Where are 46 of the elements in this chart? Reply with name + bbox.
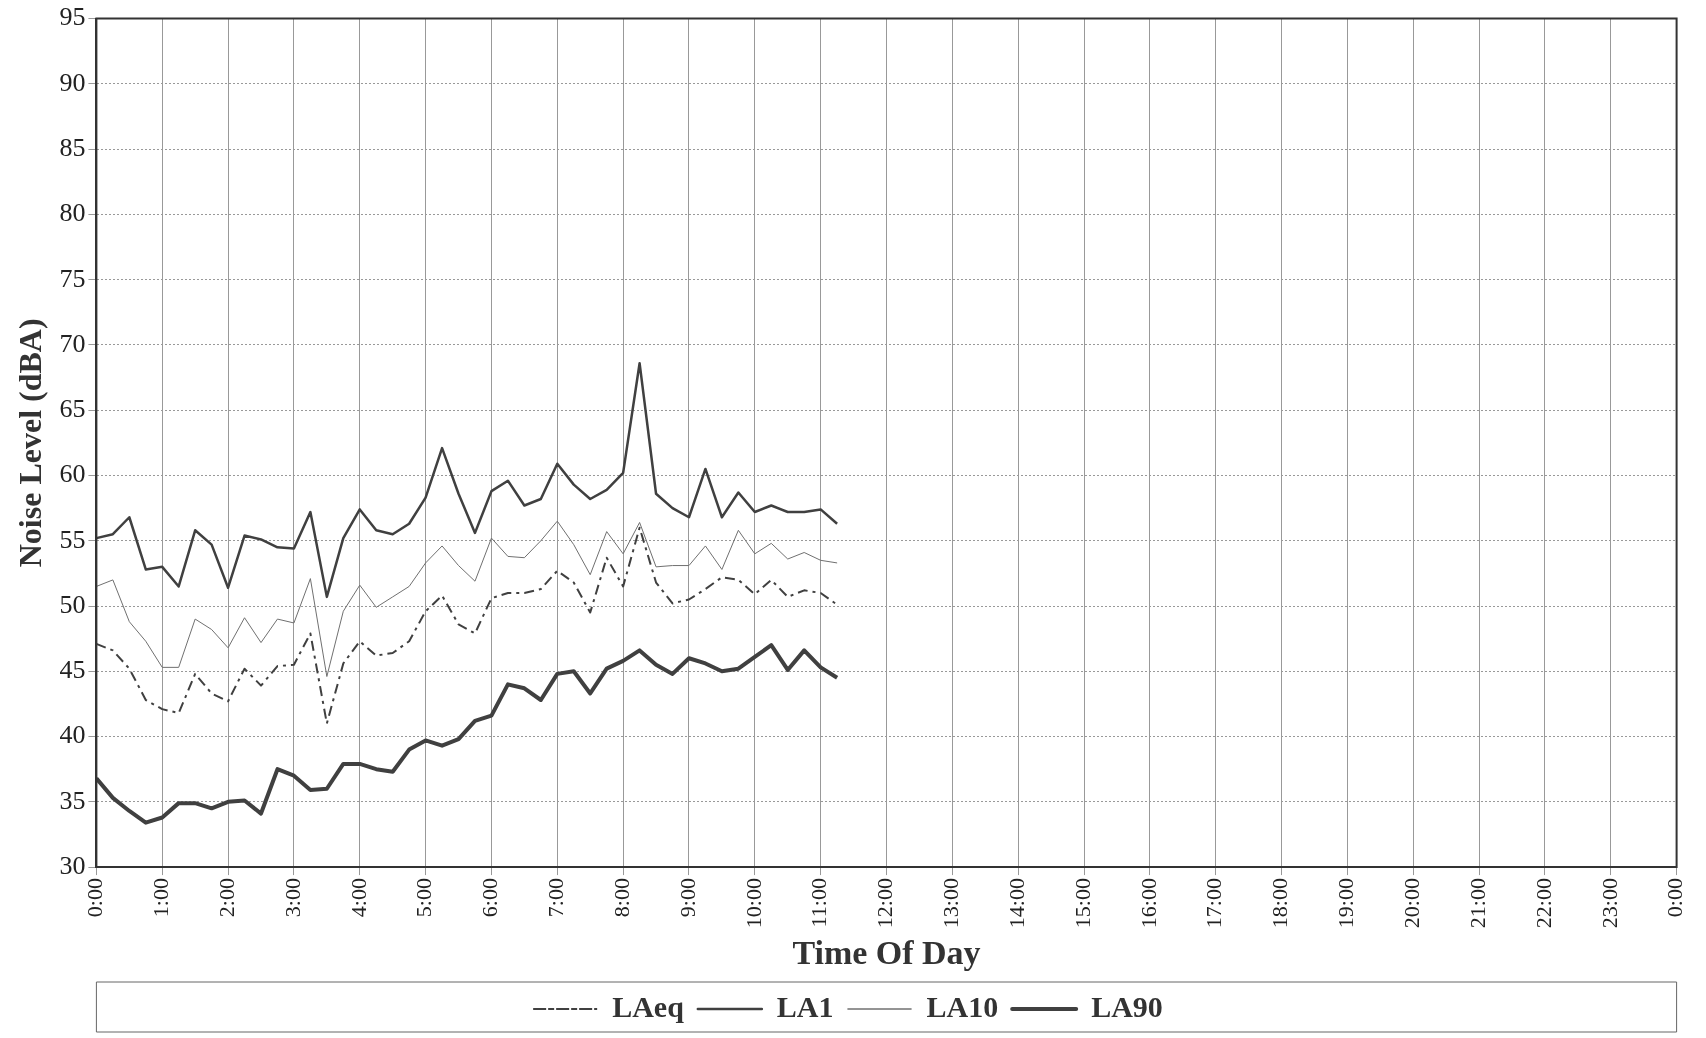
x-tick-label: 10:00 (740, 878, 766, 929)
y-tick-label: 55 (59, 524, 86, 554)
x-tick-label: 21:00 (1464, 878, 1490, 929)
y-tick-label: 40 (59, 720, 86, 750)
x-tick-label: 13:00 (938, 878, 964, 929)
x-axis-title: Time Of Day (792, 934, 981, 972)
y-tick-label: 70 (59, 328, 86, 358)
line-series (96, 526, 839, 725)
y-tick-label: 95 (59, 2, 86, 32)
y-tick-label: 60 (59, 459, 86, 489)
legend-label: LA1 (776, 989, 834, 1023)
x-tick-label: 16:00 (1135, 878, 1161, 929)
x-tick-label: 23:00 (1596, 878, 1622, 929)
y-tick-label: 50 (59, 589, 86, 619)
y-tick-label: 75 (59, 263, 86, 293)
y-tick-label: 30 (59, 850, 86, 880)
y-tick-label: 35 (59, 785, 86, 815)
x-tick-label: 9:00 (674, 878, 700, 918)
x-tick-label: 3:00 (279, 878, 305, 918)
x-tick-label: 11:00 (806, 878, 832, 928)
x-tick-label: 15:00 (1069, 878, 1095, 929)
y-tick-label: 90 (59, 67, 86, 97)
x-tick-label: 12:00 (872, 878, 898, 929)
legend-label: LAeq (612, 989, 685, 1023)
legend-label: LA10 (926, 989, 999, 1023)
x-tick-label: 22:00 (1530, 878, 1556, 929)
x-tick-label: 4:00 (345, 878, 371, 918)
y-tick-label: 85 (59, 132, 86, 162)
x-tick-label: 0:00 (1662, 878, 1688, 918)
x-tick-label: 5:00 (411, 878, 437, 918)
x-tick-label: 14:00 (1003, 878, 1029, 929)
x-tick-label: 1:00 (148, 878, 174, 918)
x-tick-label: 7:00 (543, 878, 569, 918)
legend-label: LA90 (1091, 989, 1163, 1023)
x-tick-label: 19:00 (1333, 878, 1359, 929)
x-tick-label: 2:00 (213, 878, 239, 918)
x-tick-label: 8:00 (608, 878, 634, 918)
x-tick-label: 20:00 (1399, 878, 1425, 929)
x-tick-label: 17:00 (1201, 878, 1227, 929)
x-tick-label: 6:00 (477, 878, 503, 918)
y-tick-label: 65 (59, 394, 86, 424)
x-tick-label: 18:00 (1267, 878, 1293, 929)
y-tick-label: 80 (59, 198, 86, 228)
y-axis-title: Noise Level (dBA) (12, 318, 49, 568)
y-tick-label: 45 (59, 655, 86, 685)
x-tick-label: 0:00 (82, 878, 108, 918)
